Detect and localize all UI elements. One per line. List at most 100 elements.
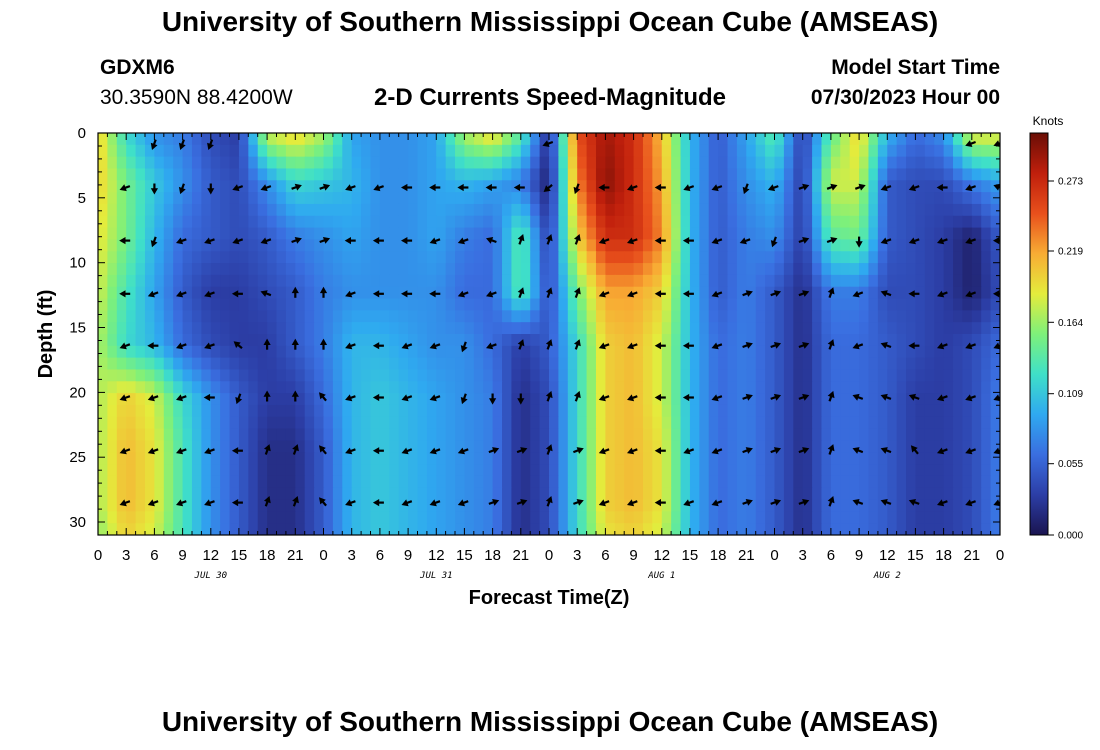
heatmap-cell xyxy=(98,487,108,501)
heatmap-cell xyxy=(285,192,296,205)
heatmap-cell xyxy=(163,334,174,347)
heatmap-cell xyxy=(906,499,917,512)
heatmap-cell xyxy=(520,239,531,252)
heatmap-cell xyxy=(295,452,306,465)
heatmap-cell xyxy=(953,180,964,193)
heatmap-cell xyxy=(595,345,606,359)
heatmap-cell xyxy=(699,298,710,311)
heatmap-cell xyxy=(173,464,184,477)
heatmap-cell xyxy=(370,428,381,442)
current-arrow xyxy=(429,237,441,245)
heatmap-cell xyxy=(483,156,494,170)
heatmap-cell xyxy=(492,404,503,418)
heatmap-cell xyxy=(642,227,653,241)
arrow-head xyxy=(830,237,838,244)
heatmap-cell xyxy=(689,263,700,276)
heatmap-cell xyxy=(783,404,794,418)
heatmap-cell xyxy=(126,227,137,241)
heatmap-cell xyxy=(943,428,954,442)
heatmap-cell xyxy=(558,203,569,217)
current-arrow xyxy=(147,394,159,402)
heatmap-cell xyxy=(511,345,522,359)
current-arrow xyxy=(119,394,131,402)
heatmap-cell xyxy=(539,203,550,217)
heatmap-cell xyxy=(906,452,917,465)
heatmap-cell xyxy=(549,440,559,453)
heatmap-cell xyxy=(126,144,137,158)
heatmap-cell xyxy=(436,144,447,158)
heatmap-cell xyxy=(736,464,747,477)
heatmap-cell xyxy=(746,144,757,158)
heatmap-cell xyxy=(220,192,231,205)
heatmap-cell xyxy=(877,440,888,453)
heatmap-cell xyxy=(257,475,268,489)
heatmap-cell xyxy=(361,475,372,489)
heatmap-cell xyxy=(661,475,672,489)
heatmap-cell xyxy=(793,393,804,406)
heatmap-cell xyxy=(849,192,860,205)
arrow-head xyxy=(654,183,661,192)
heatmap-cell xyxy=(671,215,682,229)
heatmap-cell xyxy=(605,168,616,181)
heatmap-cell xyxy=(530,381,541,394)
heatmap-cell xyxy=(408,203,419,217)
heatmap-cell xyxy=(126,345,137,359)
heatmap-cell xyxy=(586,274,597,288)
heatmap-cell xyxy=(163,369,174,382)
heatmap-cell xyxy=(990,144,1000,158)
heatmap-cell xyxy=(314,345,325,359)
heatmap-cell xyxy=(502,334,513,347)
heatmap-cell xyxy=(144,227,155,241)
heatmap-cell xyxy=(126,334,137,347)
heatmap-cell xyxy=(577,393,588,406)
heatmap-cell xyxy=(389,334,400,347)
heatmap-cell xyxy=(304,357,315,371)
heatmap-cell xyxy=(144,345,155,359)
heatmap-cell xyxy=(530,475,541,489)
heatmap-cell xyxy=(567,369,578,382)
heatmap-cell xyxy=(859,251,870,264)
heatmap-cell xyxy=(708,274,719,288)
heatmap-cell xyxy=(915,144,926,158)
heatmap-cell xyxy=(351,215,362,229)
heatmap-cell xyxy=(98,251,108,264)
heatmap-cell xyxy=(708,404,719,418)
heatmap-cell xyxy=(436,322,447,335)
heatmap-cell xyxy=(473,192,484,205)
heatmap-cell xyxy=(577,464,588,477)
arrow-head xyxy=(576,447,584,454)
heatmap-cell xyxy=(173,192,184,205)
heatmap-cell xyxy=(285,499,296,512)
heatmap-cell xyxy=(445,452,456,465)
heatmap-cell xyxy=(210,428,221,442)
heatmap-cell xyxy=(586,239,597,252)
heatmap-cell xyxy=(577,227,588,241)
heatmap-cell xyxy=(154,440,165,453)
heatmap-cell xyxy=(595,286,606,300)
current-arrow xyxy=(319,183,331,191)
heatmap-cell xyxy=(699,286,710,300)
heatmap-cell xyxy=(436,286,447,300)
heatmap-cell xyxy=(962,144,973,158)
heatmap-cell xyxy=(455,274,466,288)
heatmap-cell xyxy=(191,475,202,489)
heatmap-cell xyxy=(915,203,926,217)
x-tick-label: 18 xyxy=(259,547,276,564)
heatmap-cell xyxy=(455,523,466,535)
heatmap-cell xyxy=(436,404,447,418)
heatmap-cell xyxy=(116,475,127,489)
heatmap-cell xyxy=(332,263,343,276)
heatmap-cell xyxy=(229,298,240,311)
heatmap-cell xyxy=(868,381,879,394)
heatmap-cell xyxy=(492,416,503,430)
heatmap-cell xyxy=(126,251,137,264)
current-arrow xyxy=(178,183,186,195)
heatmap-cell xyxy=(379,298,390,311)
heatmap-cell xyxy=(981,239,992,252)
heatmap-cell xyxy=(736,168,747,181)
heatmap-cell xyxy=(116,322,127,335)
heatmap-cell xyxy=(755,357,766,371)
heatmap-cell xyxy=(144,322,155,335)
heatmap-cell xyxy=(755,180,766,193)
heatmap-cell xyxy=(577,404,588,418)
